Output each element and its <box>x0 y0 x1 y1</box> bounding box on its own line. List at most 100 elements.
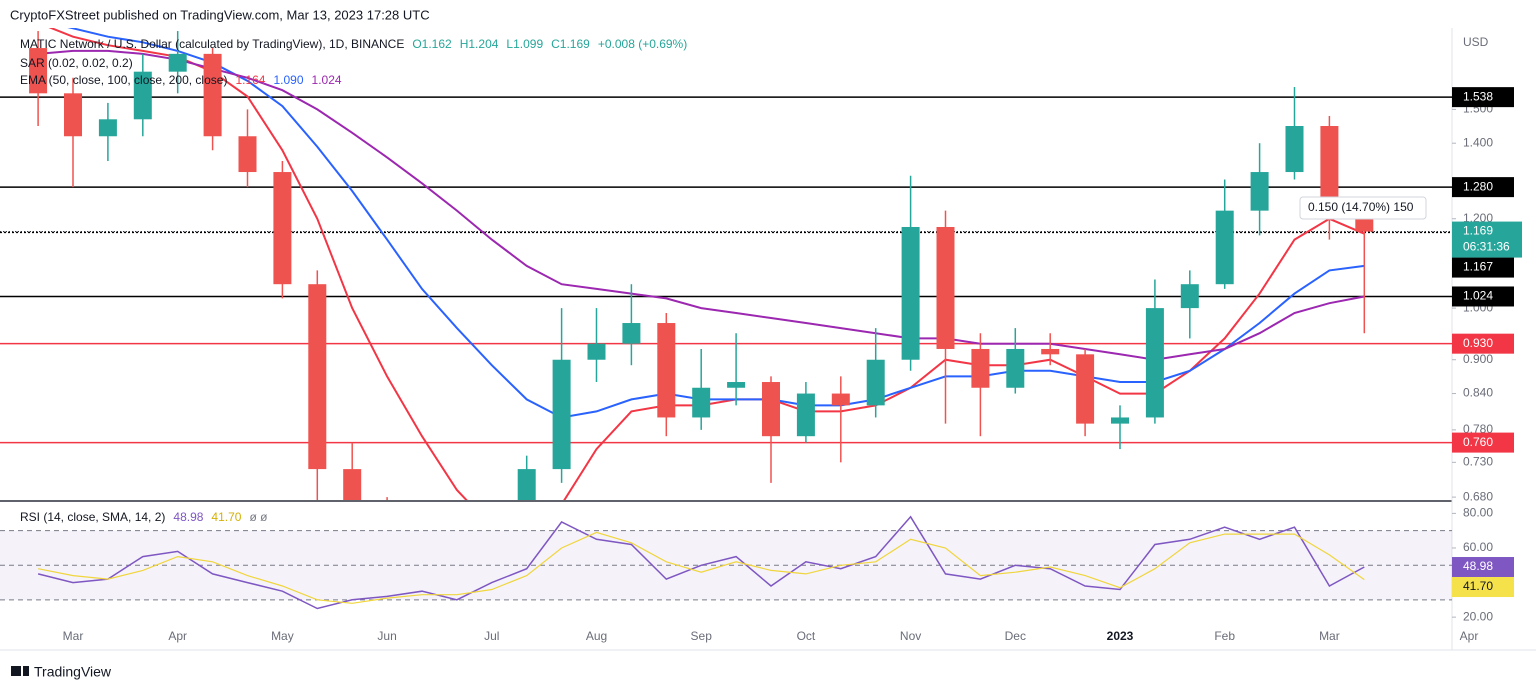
candle-body <box>238 136 257 173</box>
x-tick-label: Apr <box>1460 629 1479 643</box>
x-tick-label: Mar <box>1319 629 1340 643</box>
y-tick-label: 1.400 <box>1463 135 1493 149</box>
candle-body <box>168 53 187 72</box>
candle-body <box>1180 284 1199 309</box>
level-box <box>1452 286 1514 307</box>
y-tick-label: 20.00 <box>1463 609 1493 623</box>
ema-line <box>48 28 1365 500</box>
rsi-value-label: 41.70 <box>1463 579 1493 593</box>
legend-text: 41.70 <box>211 510 241 524</box>
measure-label: 0.150 (14.70%) 150 <box>1308 200 1414 214</box>
x-tick-label: Aug <box>586 629 607 643</box>
x-tick-label: Dec <box>1005 629 1026 643</box>
currency: USD <box>1463 35 1489 49</box>
rsi-value-box <box>1452 557 1514 578</box>
y-tick-label: 1.200 <box>1463 211 1493 225</box>
candle-body <box>692 387 711 418</box>
candle-body <box>273 172 292 285</box>
candle-body <box>98 119 117 137</box>
legend-text: O1.162 <box>412 37 452 51</box>
y-tick-label: 0.730 <box>1463 455 1493 469</box>
candle-body <box>29 48 48 94</box>
legend-text: 1.090 <box>273 73 303 87</box>
legend-text: RSI (14, close, SMA, 14, 2) <box>20 510 165 524</box>
rsi-value-box <box>1452 577 1514 598</box>
candle-body <box>1111 417 1129 424</box>
candle-body <box>901 226 920 360</box>
candle-body <box>64 93 82 137</box>
candle-body <box>866 359 885 406</box>
candle-body <box>203 53 222 137</box>
y-tick-label: 0.780 <box>1463 422 1493 436</box>
candle-body <box>936 226 955 349</box>
price-pane <box>0 28 1452 500</box>
level-box <box>1452 177 1514 198</box>
candle-body <box>1355 218 1374 232</box>
candle-body <box>622 323 641 344</box>
legend-text: ø ø <box>249 510 268 524</box>
last-price-label: 1.169 <box>1463 224 1493 238</box>
x-tick-label: Oct <box>797 629 816 643</box>
x-tick-label: Apr <box>168 629 187 643</box>
candle-body <box>587 343 606 360</box>
x-tick-label: Sep <box>691 629 713 643</box>
rsi-value-label: 48.98 <box>1463 559 1493 573</box>
level-label: 1.167 <box>1463 260 1493 274</box>
rsi-pane <box>0 515 1452 610</box>
measure-box <box>1299 196 1427 220</box>
y-tick-label: 0.840 <box>1463 386 1493 400</box>
legend-text: C1.169 <box>551 37 590 51</box>
candle-body <box>657 323 676 418</box>
x-tick-label: Jul <box>484 629 499 643</box>
countdown: 06:31:36 <box>1463 240 1510 254</box>
legend-text: 1.024 <box>312 73 342 87</box>
candle-body <box>1076 354 1095 424</box>
x-tick-label: Mar <box>63 629 84 643</box>
level-box <box>1452 257 1514 278</box>
level-label: 0.930 <box>1463 336 1493 350</box>
candle-body <box>1285 126 1304 173</box>
candle-body <box>517 469 536 500</box>
legend-text: 48.98 <box>173 510 203 524</box>
candle-body <box>308 284 327 470</box>
candle-body <box>971 348 990 388</box>
level-box <box>1452 432 1514 453</box>
rsi-line <box>37 515 1365 610</box>
legend-text: +0.008 (+0.69%) <box>598 37 687 51</box>
candle-body <box>1250 172 1269 211</box>
candle-body <box>133 71 152 120</box>
last-price-box <box>1452 221 1522 258</box>
legend-text: 1.164 <box>235 73 265 87</box>
candle-body <box>1215 210 1234 285</box>
x-tick-label: May <box>271 629 294 643</box>
candle-body <box>343 469 362 500</box>
level-label: 1.538 <box>1463 89 1493 103</box>
candle-body <box>1145 308 1164 418</box>
x-tick-label: Feb <box>1214 629 1235 643</box>
y-tick-label: 60.00 <box>1463 540 1493 554</box>
publisher: CryptoFXStreet published on TradingView.… <box>10 7 430 22</box>
legend-text: SAR (0.02, 0.02, 0.2) <box>20 56 133 70</box>
level-label: 1.280 <box>1463 179 1493 193</box>
candle-body <box>552 359 571 470</box>
level-box <box>1452 333 1514 354</box>
candle-body <box>1006 348 1025 388</box>
y-tick-label: 0.680 <box>1463 489 1493 503</box>
candle-body <box>1320 126 1339 219</box>
logo <box>11 666 29 676</box>
x-tick-label: 2023 <box>1107 629 1134 643</box>
footer: TradingView <box>34 664 112 680</box>
y-tick-label: 80.00 <box>1463 506 1493 520</box>
rsi-line <box>37 531 1365 604</box>
legend-text: EMA (50, close, 100, close, 200, close) <box>20 73 227 87</box>
candle-body <box>727 382 746 388</box>
level-box <box>1452 87 1514 108</box>
y-tick-label: 0.900 <box>1463 352 1493 366</box>
candle-body <box>762 382 780 437</box>
legend-text: H1.204 <box>460 37 499 51</box>
candle-body <box>1041 348 1060 355</box>
ema-line <box>38 49 1365 361</box>
x-tick-label: Nov <box>900 629 921 643</box>
legend-text: MATIC Network / U.S. Dollar (calculated … <box>20 37 404 51</box>
